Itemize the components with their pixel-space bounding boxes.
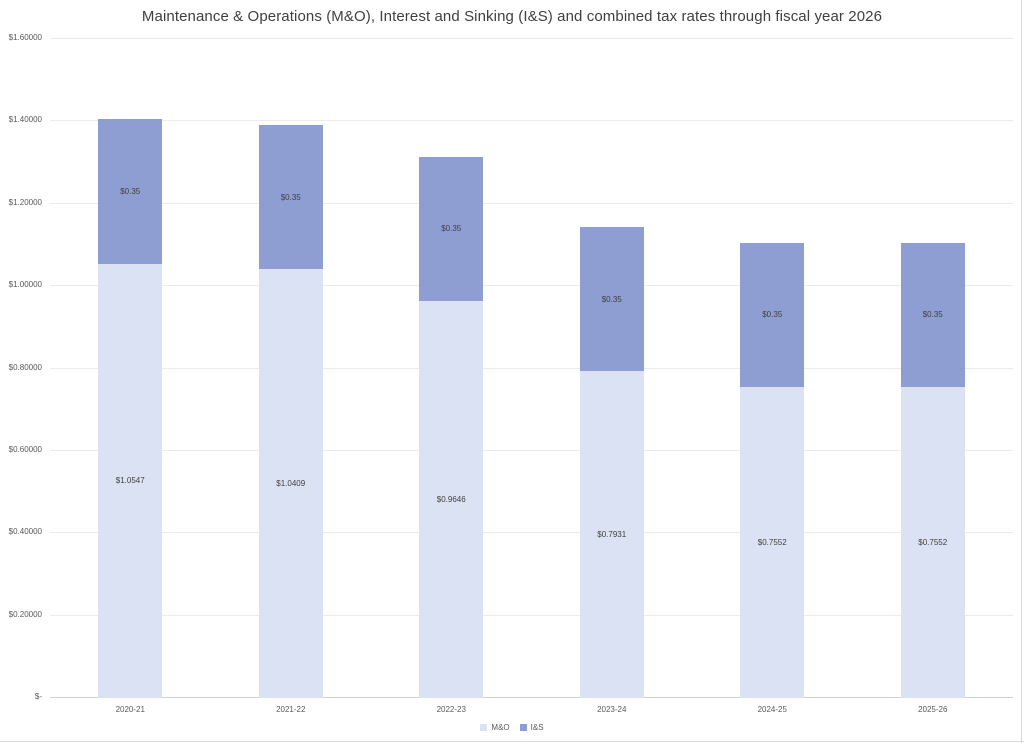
is-value-label: $0.35 (280, 192, 301, 202)
y-axis-tick-label: $0.20000 (8, 609, 42, 619)
y-axis-tick-label: $1.00000 (8, 280, 42, 290)
is-value-label: $0.35 (120, 187, 141, 197)
y-axis-tick-label: $0.40000 (8, 527, 42, 537)
x-axis-label: 2024-25 (757, 705, 787, 714)
is-bar-segment: $0.35 (258, 125, 323, 270)
y-axis-tick-label: $0.80000 (8, 362, 42, 372)
y-axis-tick-label: $1.40000 (8, 115, 42, 125)
mo-value-label: $0.7552 (757, 537, 787, 547)
mo-legend-label: M&O (491, 723, 510, 732)
mo-bar-segment: $0.9646 (419, 300, 484, 698)
frame-border-right (1021, 0, 1022, 743)
mo-value-label: $0.7552 (918, 537, 948, 547)
mo-value-label: $1.0547 (115, 476, 145, 486)
mo-bar-segment: $1.0547 (98, 263, 163, 698)
chart-legend: M&O I&S (0, 723, 1024, 732)
legend-item-is: I&S (519, 723, 544, 732)
x-axis-label: 2021-22 (276, 705, 306, 714)
mo-bar-segment: $0.7552 (900, 386, 965, 698)
chart-title: Maintenance & Operations (M&O), Interest… (141, 8, 883, 25)
gridline (50, 285, 1013, 287)
x-axis-line (50, 697, 1013, 698)
x-axis-label: 2022-23 (436, 705, 466, 714)
gridline (50, 120, 1013, 122)
y-axis-tick-label: $1.20000 (8, 197, 42, 207)
is-legend-swatch (519, 724, 527, 731)
mo-value-label: $1.0409 (276, 479, 306, 489)
mo-legend-swatch (480, 724, 488, 731)
y-axis-tick-label: $0.60000 (8, 444, 42, 454)
x-axis-label: 2023-24 (597, 705, 627, 714)
mo-value-label: $0.7931 (597, 530, 627, 540)
is-legend-label: I&S (530, 723, 544, 732)
y-axis-tick-label: $1.60000 (8, 33, 42, 42)
is-value-label: $0.35 (601, 294, 622, 304)
is-bar-segment: $0.35 (579, 227, 644, 372)
mo-bar-segment: $0.7552 (740, 386, 805, 698)
is-value-label: $0.35 (762, 310, 783, 320)
legend-item-mo: M&O (480, 723, 510, 732)
frame-border-bottom (0, 741, 1024, 742)
x-axis-label: 2025-26 (918, 705, 948, 714)
gridline (50, 367, 1013, 369)
gridline (50, 449, 1013, 451)
gridline (50, 202, 1013, 204)
mo-bar-segment: $1.0409 (258, 269, 323, 698)
is-value-label: $0.35 (441, 224, 462, 234)
gridline (50, 38, 1013, 39)
is-value-label: $0.35 (922, 310, 943, 320)
gridline (50, 614, 1013, 616)
mo-value-label: $0.9646 (436, 494, 466, 504)
gridline (50, 532, 1013, 534)
is-bar-segment: $0.35 (740, 242, 805, 387)
plot-area: $- $0.20000 $0.40000 $0.60000 $0.80000 $1.000… (9, 33, 1013, 714)
is-bar-segment: $0.35 (98, 119, 163, 264)
x-axis-label: 2020-21 (115, 705, 145, 714)
is-bar-segment: $0.35 (419, 156, 484, 301)
is-bar-segment: $0.35 (900, 242, 965, 387)
mo-bar-segment: $0.7931 (579, 371, 644, 698)
y-axis-tick-label: $- (34, 692, 42, 701)
